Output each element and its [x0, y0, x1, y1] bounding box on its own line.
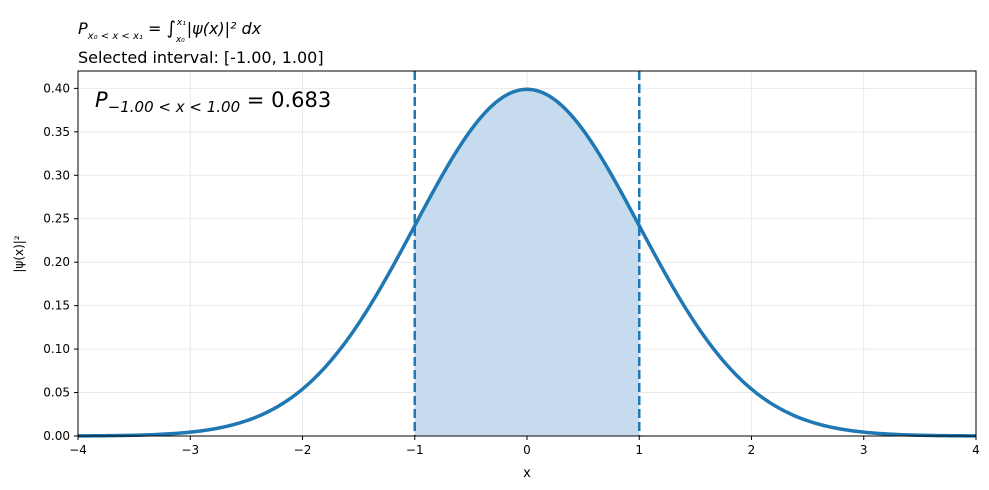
- x-tick-label: −4: [69, 443, 87, 457]
- y-tick-label: 0.25: [43, 212, 70, 226]
- annotation-p-symbol: P: [95, 88, 108, 112]
- y-tick-label: 0.30: [43, 168, 70, 182]
- y-axis-label: |ψ(x)|²: [12, 235, 26, 272]
- y-axis-ticks: 0.00 0.05 0.10 0.15 0.20 0.25 0.30 0.35 0.40: [43, 81, 78, 443]
- title-upper-limit: x₁: [176, 18, 186, 28]
- x-tick-label: −3: [181, 443, 199, 457]
- probability-shaded-area: [414, 89, 640, 437]
- x-tick-label: −2: [294, 443, 312, 457]
- title-lower-limit: x₀: [175, 35, 185, 45]
- probability-annotation: P−1.00 < x < 1.00 = 0.683: [95, 88, 331, 116]
- annotation-value: = 0.683: [240, 88, 331, 112]
- title-p-subscript: x₀ < x < x₁: [87, 31, 143, 42]
- x-axis-ticks: −4 −3 −2 −1 0 1 2 3 4: [69, 436, 980, 457]
- chart-subtitle: Selected interval: [-1.00, 1.00]: [78, 48, 324, 67]
- y-tick-label: 0.10: [43, 342, 70, 356]
- x-axis-label: x: [523, 466, 531, 481]
- x-tick-label: 2: [748, 443, 756, 457]
- y-tick-label: 0.15: [43, 299, 70, 313]
- y-tick-label: 0.05: [43, 386, 70, 400]
- chart-title-formula: Px₀ < x < x₁ = ∫x₁ x₀|ψ(x)|² dx: [78, 18, 262, 45]
- y-tick-label: 0.00: [43, 429, 70, 443]
- y-tick-label: 0.40: [43, 81, 70, 95]
- title-integral-sign: ∫: [166, 18, 175, 39]
- y-tick-label: 0.20: [43, 255, 70, 269]
- x-tick-label: −1: [406, 443, 424, 457]
- title-integrand: |ψ(x)|² dx: [187, 19, 262, 38]
- x-tick-label: 4: [972, 443, 980, 457]
- title-p-symbol: P: [78, 19, 88, 38]
- x-tick-label: 3: [860, 443, 868, 457]
- probability-density-curve: [77, 87, 977, 438]
- x-tick-label: 0: [523, 443, 531, 457]
- x-tick-label: 1: [635, 443, 643, 457]
- title-equals: =: [143, 19, 167, 38]
- interval-boundary-lines: [413, 71, 641, 436]
- y-tick-label: 0.35: [43, 125, 70, 139]
- annotation-subscript: −1.00 < x < 1.00: [108, 98, 240, 116]
